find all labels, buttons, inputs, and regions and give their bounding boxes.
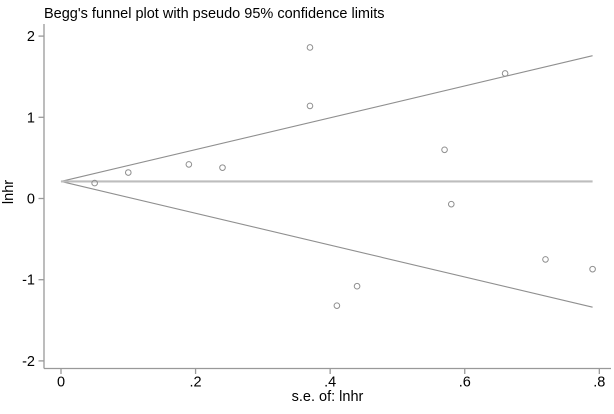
study-point-marker <box>447 200 455 208</box>
study-point-marker <box>124 169 132 176</box>
study-point-marker <box>185 161 193 168</box>
y-tick-label: 1 <box>27 110 35 126</box>
study-point-marker <box>441 146 448 154</box>
lower-ci-line <box>60 180 593 308</box>
x-tick-label: .4 <box>324 375 336 391</box>
study-point-marker <box>589 265 596 273</box>
study-point-marker <box>306 44 314 51</box>
chart-title: Begg's funnel plot with pseudo 95% confi… <box>44 6 385 22</box>
study-point-marker <box>306 102 314 110</box>
upper-ci-line <box>60 55 593 182</box>
study-point-marker <box>542 256 549 263</box>
y-tick-label: 2 <box>27 29 35 45</box>
y-tick-label: -1 <box>22 273 35 289</box>
x-tick-label: .2 <box>190 375 202 391</box>
x-tick-label: 0 <box>57 375 65 391</box>
x-tick-label: .8 <box>593 375 605 391</box>
x-axis-label: s.e. of: lnhr <box>291 389 364 405</box>
x-tick-label: .6 <box>459 375 471 391</box>
study-point-marker <box>219 164 226 171</box>
y-tick-label: -2 <box>22 354 35 370</box>
y-tick-label: 0 <box>27 192 35 208</box>
study-point-marker <box>91 179 98 187</box>
study-point-marker <box>333 302 341 309</box>
study-point-marker <box>501 70 509 77</box>
study-point-marker <box>353 282 361 290</box>
